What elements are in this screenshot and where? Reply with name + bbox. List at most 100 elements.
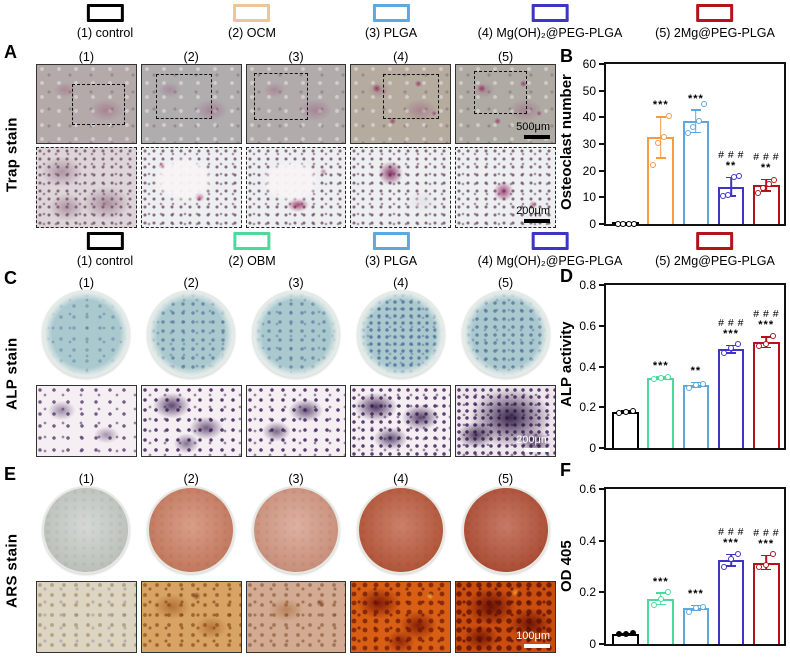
alp-micrograph-row: 200μm	[36, 385, 556, 457]
inset-outline	[71, 83, 125, 125]
alp-well-1	[42, 290, 131, 378]
data-point	[763, 562, 770, 569]
sig-annotation: ***	[653, 100, 669, 112]
trap-micrograph-zoom-2	[140, 147, 242, 228]
legend-swatch-plga	[372, 232, 410, 250]
legend-item-mgoh2: (4) Mg(OH)₂@PEG-PLGA	[478, 232, 622, 270]
error-line	[730, 176, 732, 197]
data-point	[629, 630, 636, 637]
y-tick	[599, 488, 606, 490]
scale-bar-line	[523, 219, 550, 223]
y-tick	[599, 196, 606, 199]
scale-bar-500um: 500μm	[516, 122, 550, 139]
sig-star: ***	[652, 99, 669, 112]
data-point	[755, 190, 762, 197]
alp-micrograph-3	[245, 385, 347, 457]
error-cap-bottom	[761, 190, 772, 192]
data-point	[728, 345, 735, 352]
scale-bar-line	[523, 644, 550, 648]
bar-OBM	[647, 377, 675, 448]
y-tick	[599, 116, 606, 119]
data-point	[622, 409, 629, 416]
legend-item-plga: (3) PLGA	[365, 232, 417, 270]
column-label: (2)	[183, 50, 199, 64]
y-tick-label: 0.6	[579, 482, 596, 496]
data-point	[756, 563, 763, 570]
data-point	[770, 550, 777, 557]
trap-micrograph-top-1	[36, 64, 137, 144]
y-tick	[599, 223, 606, 225]
error-cap-bottom	[690, 131, 701, 134]
data-point	[657, 374, 664, 381]
y-tick-label: 0	[589, 441, 596, 455]
data-point	[649, 162, 656, 169]
bar-OCM	[647, 137, 675, 224]
y-tick-label: 40	[582, 110, 596, 125]
panel-letter-b: B	[560, 46, 573, 66]
legend-swatch-2mg	[696, 4, 734, 22]
data-point	[685, 608, 692, 615]
data-point	[736, 173, 743, 179]
column-label: (4)	[393, 276, 409, 290]
legend-swatch-mgoh2	[531, 232, 569, 250]
chart-od405: F OD 405 0 0.2 0.4 0.6 *** *** # # # *** # # # **…	[556, 458, 790, 654]
sig-annotation: ***	[688, 588, 704, 601]
column-label: (2)	[183, 472, 199, 486]
well-cell	[36, 486, 137, 578]
data-point	[685, 384, 692, 391]
trap-micrograph-top-5: 500μm	[455, 64, 556, 144]
y-tick-label: 60	[582, 57, 596, 71]
alp-micrograph-4	[350, 385, 452, 457]
ars-micrograph-row: 100μm	[36, 581, 556, 653]
column-label: (5)	[497, 50, 514, 64]
data-point	[770, 332, 777, 339]
chart-osteoclast-number: B Osteoclast number 0 10 20 30 40 50 60 *** *** #…	[556, 44, 790, 232]
data-point	[619, 221, 626, 227]
column-label: (1)	[78, 50, 95, 64]
ars-well-3	[251, 486, 340, 574]
sig-star: **	[725, 160, 737, 172]
panel-e-ars-stain: E ARS stain (1) (2) (3) (4) (5) 100μm	[0, 460, 556, 659]
data-point	[692, 604, 699, 611]
data-point	[629, 408, 636, 415]
sig-star: **	[690, 365, 702, 378]
error-cap-bottom	[761, 568, 772, 571]
trap-micrograph-top-2	[140, 64, 242, 144]
y-tick-label: 10	[582, 190, 596, 205]
legend-swatch-control	[86, 4, 124, 22]
legend-item-mgoh2: (4) Mg(OH)₂@PEG-PLGA	[478, 4, 622, 42]
legend-item-ocm: (2) OCM	[228, 4, 276, 42]
y-tick-label: 0.8	[579, 278, 596, 292]
data-point	[665, 113, 672, 119]
trap-micrograph-zoom-3	[245, 147, 347, 228]
well-cell	[246, 290, 347, 382]
legend-label: (2) OCM	[228, 26, 276, 40]
error-cap-bottom	[655, 157, 666, 159]
column-label: (3)	[288, 472, 304, 486]
y-tick-label: 0.2	[579, 585, 596, 600]
legend-label: (3) PLGA	[364, 26, 418, 40]
alp-well-2	[147, 290, 236, 378]
column-label: (2)	[183, 276, 199, 290]
alp-well-5	[461, 290, 550, 378]
y-tick	[599, 89, 606, 92]
data-point	[699, 603, 706, 610]
y-tick	[599, 143, 606, 145]
panel-letter-c: C	[4, 268, 17, 288]
error-cap-top	[655, 116, 666, 118]
data-point	[650, 602, 657, 609]
data-point	[615, 410, 622, 417]
y-tick-label: 0.6	[579, 318, 596, 333]
panel-letter-f: F	[560, 460, 571, 480]
sig-star: ***	[723, 328, 739, 341]
data-point	[721, 350, 728, 357]
y-tick	[599, 643, 606, 645]
alp-well-4	[356, 290, 445, 378]
y-tick-label: 50	[582, 83, 596, 98]
legend-top: (1) control (2) OCM (3) PLGA (4) Mg(OH)₂…	[0, 2, 790, 40]
legend-label: (5) 2Mg@PEG-PLGA	[655, 254, 775, 268]
sig-annotation: # # # **	[718, 149, 744, 173]
data-point	[695, 118, 702, 125]
data-point	[615, 631, 622, 638]
ars-micrograph-5: 100μm	[455, 581, 556, 653]
